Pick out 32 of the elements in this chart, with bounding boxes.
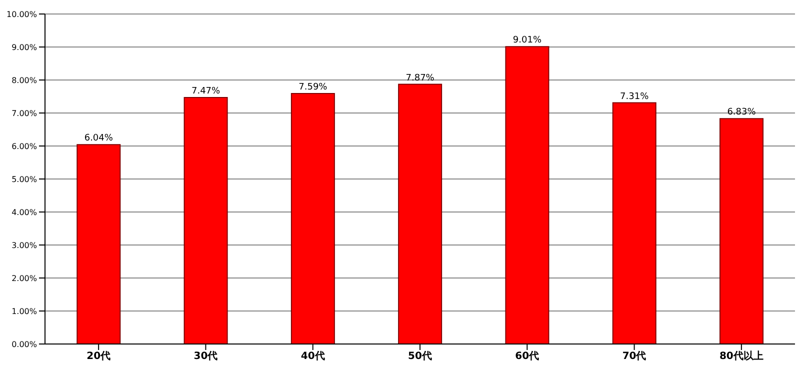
y-tick-label: 2.00% <box>12 274 38 283</box>
y-tick-label: 3.00% <box>12 240 38 250</box>
x-tick-label: 50代 <box>408 350 432 362</box>
y-tick-label: 9.00% <box>12 42 38 52</box>
x-tick-label: 70代 <box>622 350 646 362</box>
bar <box>505 46 550 344</box>
x-tick-label: 30代 <box>194 350 218 362</box>
x-tick-label: 20代 <box>86 350 111 362</box>
data-label: 7.59% <box>298 82 328 93</box>
bar <box>290 93 335 344</box>
bar <box>184 96 228 344</box>
data-label: 6.83% <box>727 108 756 118</box>
bar <box>612 102 656 344</box>
data-label: 7.87% <box>406 73 435 84</box>
data-label: 9.01% <box>512 36 542 46</box>
x-tick-label: 40代 <box>300 350 325 362</box>
x-tick-label: 80代以上 <box>719 350 764 362</box>
y-tick-label: 1.00% <box>12 306 38 316</box>
y-tick-label: 4.00% <box>12 208 38 217</box>
bar <box>720 118 764 344</box>
y-tick-label: 5.00% <box>12 174 38 184</box>
data-label: 7.47% <box>191 86 221 96</box>
x-tick-label: 60代 <box>515 350 540 362</box>
data-label: 6.04% <box>84 134 114 144</box>
data-label: 7.31% <box>620 92 650 102</box>
y-tick-label: 6.00% <box>12 142 38 151</box>
y-tick-label: 10.00% <box>6 10 38 19</box>
y-tick-label: 8.00% <box>12 76 38 85</box>
y-tick-label: 0.00% <box>12 340 38 349</box>
y-tick-label: 7.00% <box>12 108 38 118</box>
bar <box>398 84 442 344</box>
bar <box>76 144 121 344</box>
